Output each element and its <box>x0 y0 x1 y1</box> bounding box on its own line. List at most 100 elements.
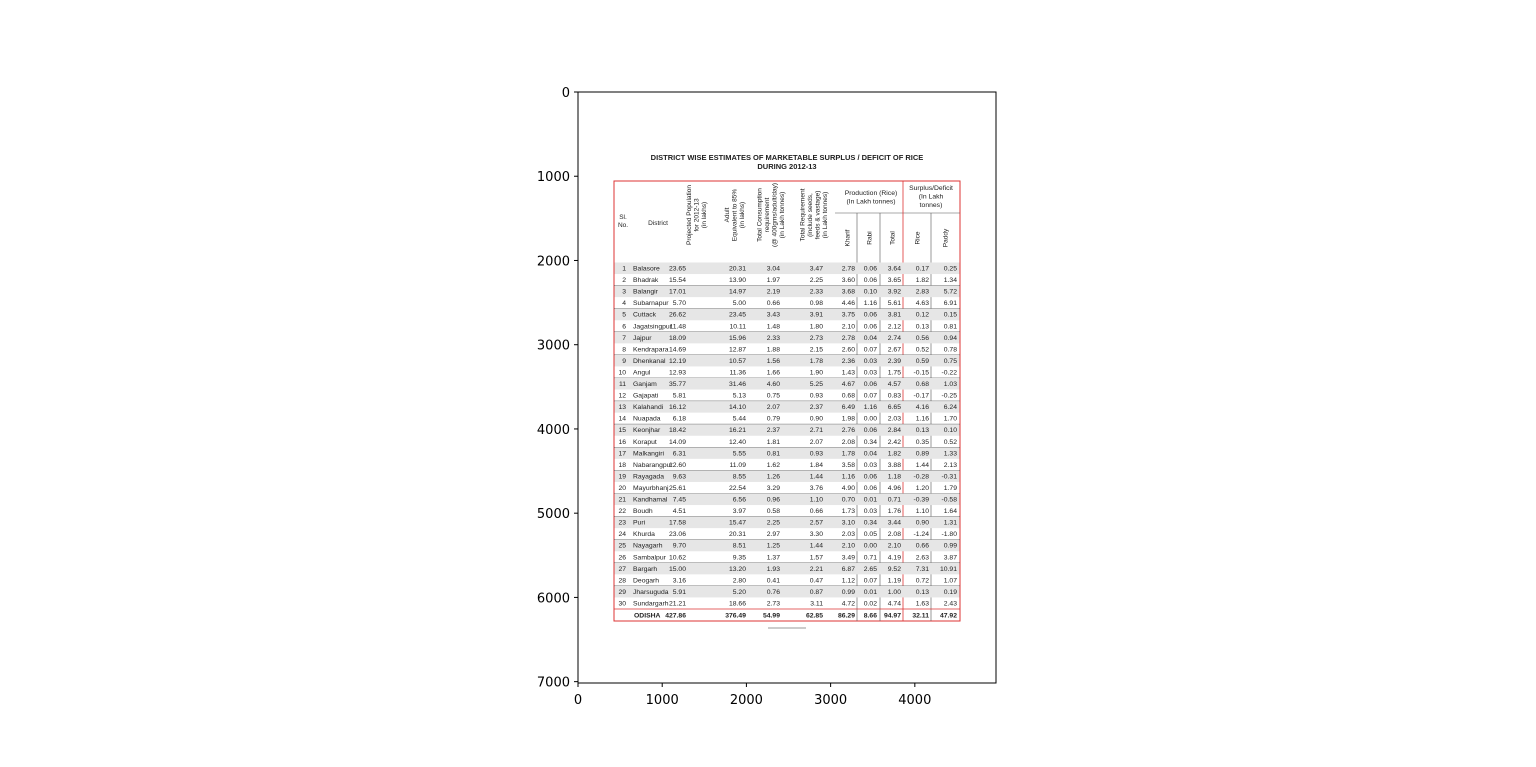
table-cell: 1.16 <box>916 416 929 423</box>
y-tick-label: 5000 <box>537 507 570 522</box>
table-cell: 0.19 <box>944 589 957 596</box>
column-header: for 2012-13 <box>694 198 701 232</box>
table-cell: 3.29 <box>767 485 780 492</box>
table-cell: 9.35 <box>733 554 746 561</box>
table-cell: 2.71 <box>810 427 823 434</box>
table-cell: 0.04 <box>864 450 877 457</box>
table-cell: 12.87 <box>729 346 746 353</box>
row-shade <box>614 354 960 367</box>
table-cell: 4.51 <box>673 508 686 515</box>
table-cell: 2.10 <box>842 323 855 330</box>
table-cell: 1.16 <box>864 300 877 307</box>
table-cell: 2.07 <box>810 439 823 446</box>
table-cell: 5.70 <box>673 300 686 307</box>
table-cell: 1.26 <box>767 473 780 480</box>
table-cell: 12.93 <box>669 369 686 376</box>
column-header: Projected Population <box>686 185 693 245</box>
table-cell: 6.31 <box>673 450 686 457</box>
table-cell: 6 <box>622 323 626 330</box>
table-cell: 0.13 <box>916 427 929 434</box>
table-cell: 2.08 <box>888 531 901 538</box>
table-cell: 1.70 <box>944 416 957 423</box>
table-cell: 0.13 <box>916 589 929 596</box>
total-cell: 47.92 <box>940 613 957 620</box>
table-cell: 0.13 <box>916 323 929 330</box>
district-name: Subarnapur <box>633 300 669 307</box>
table-cell: 11.48 <box>669 323 686 330</box>
group-header: Surplus/Deficit <box>909 185 953 192</box>
table-cell: 21 <box>618 497 626 504</box>
table-cell: 1.16 <box>864 404 877 411</box>
table-cell: 18.09 <box>669 335 686 342</box>
document-title: DURING 2012-13 <box>757 162 816 171</box>
table-cell: 6.56 <box>733 497 746 504</box>
table-cell: 0.72 <box>916 577 929 584</box>
district-name: Gajapati <box>633 393 659 400</box>
table-cell: 4.67 <box>842 381 855 388</box>
column-header: feeds & vastage) <box>814 191 821 240</box>
table-cell: 3.16 <box>673 577 686 584</box>
table-cell: -1.80 <box>942 531 958 538</box>
table-cell: 9.52 <box>888 566 901 573</box>
table-cell: 9.70 <box>673 543 686 550</box>
row-shade <box>614 262 960 275</box>
table-cell: 2.07 <box>767 404 780 411</box>
table-cell: 1.66 <box>767 369 780 376</box>
table-cell: 12.40 <box>729 439 746 446</box>
y-tick-label: 0 <box>562 86 570 101</box>
table-cell: 26 <box>618 554 626 561</box>
district-name: Mayurbhanj <box>633 485 669 492</box>
table-cell: 0.98 <box>810 300 823 307</box>
table-cell: 0.12 <box>916 312 929 319</box>
table-cell: 1.80 <box>810 323 823 330</box>
table-cell: 18 <box>618 462 626 469</box>
table-cell: 6.65 <box>888 404 901 411</box>
district-name: Kandhamal <box>633 497 668 504</box>
table-cell: 1.16 <box>842 473 855 480</box>
table-cell: 0.03 <box>864 462 877 469</box>
table-cell: 10.11 <box>729 323 746 330</box>
table-cell: 6.18 <box>673 416 686 423</box>
table-cell: 3.65 <box>888 277 901 284</box>
table-cell: 2 <box>622 277 626 284</box>
y-tick-label: 3000 <box>537 339 570 354</box>
table-cell: 0.68 <box>916 381 929 388</box>
total-cell: 32.11 <box>912 613 929 620</box>
table-cell: 0.52 <box>916 346 929 353</box>
table-cell: 1.84 <box>810 462 823 469</box>
table-cell: 6.91 <box>944 300 957 307</box>
table-cell: 28 <box>618 577 626 584</box>
table-cell: 3.11 <box>810 600 823 607</box>
table-cell: 0.59 <box>916 358 929 365</box>
table-cell: 0.99 <box>944 543 957 550</box>
table-cell: 2.80 <box>733 577 746 584</box>
table-cell: 12.19 <box>669 358 686 365</box>
table-cell: 4.16 <box>916 404 929 411</box>
table-cell: 1.79 <box>944 485 957 492</box>
y-tick-label: 1000 <box>537 170 570 185</box>
column-header: (in lakhs) <box>701 202 708 228</box>
column-header: requirement <box>764 197 771 232</box>
table-cell: -0.39 <box>914 497 930 504</box>
column-header: (in Lakh tonnes) <box>779 192 786 239</box>
table-cell: 2.10 <box>842 543 855 550</box>
table-cell: 0.00 <box>864 416 877 423</box>
table-cell: 0.41 <box>767 577 780 584</box>
table-cell: 0.58 <box>767 508 780 515</box>
table-cell: 0.81 <box>767 450 780 457</box>
district-name: Bhadrak <box>633 277 659 284</box>
table-cell: 2.12 <box>888 323 901 330</box>
district-name: Deogarh <box>633 577 659 584</box>
total-cell: 376.49 <box>725 613 746 620</box>
column-header: Equivalent to 85% <box>732 189 739 242</box>
table-cell: 0.25 <box>944 266 957 273</box>
table-cell: 24 <box>618 531 626 538</box>
table-cell: 12.60 <box>669 462 686 469</box>
district-name: Jagatsingpur <box>633 323 673 330</box>
table-cell: 0.06 <box>864 485 877 492</box>
table-cell: 3.60 <box>842 277 855 284</box>
district-name: Ganjam <box>633 381 657 388</box>
table-cell: 5.81 <box>673 393 686 400</box>
table-cell: 2.67 <box>888 346 901 353</box>
table-cell: 15.54 <box>669 277 686 284</box>
